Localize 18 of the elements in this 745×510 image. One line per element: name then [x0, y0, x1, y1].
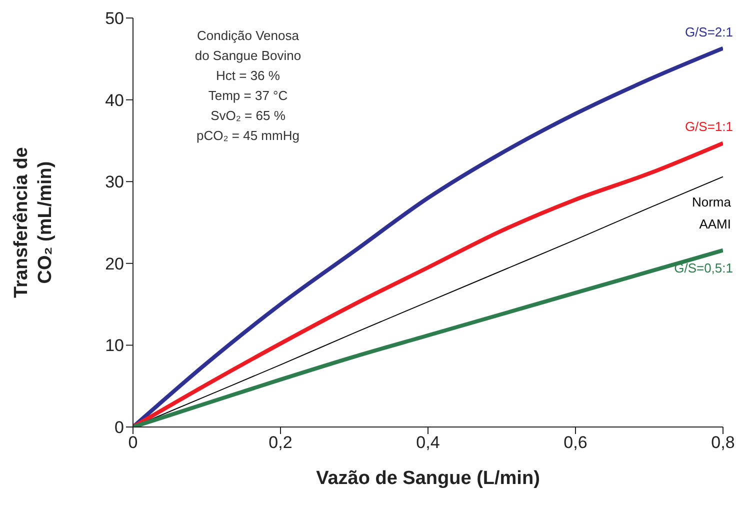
x-tick-label: 0,4 — [416, 433, 440, 452]
y-tick-label: 0 — [114, 418, 124, 438]
x-axis-title: Vazão de Sangue (L/min) — [316, 468, 540, 489]
series-label: G/S=2:1 — [684, 24, 733, 40]
y-tick-label: 30 — [105, 172, 124, 192]
y-tick-label: 10 — [105, 336, 124, 356]
series-label: G/S=0,5:1 — [674, 260, 733, 276]
annotation: Condição Venosa do Sangue Bovino Hct = 36 % Temp = 37 °C SvO₂ = 65 % pCO₂ = 45 mmHg — [194, 28, 302, 143]
x-tick-label: 0 — [128, 433, 138, 452]
series-label: Norma AAMI — [692, 194, 732, 232]
x-tick-label: 0,6 — [564, 433, 588, 452]
series-label: G/S=1:1 — [684, 119, 733, 134]
y-tick-label: 20 — [105, 254, 124, 274]
y-tick-label: 40 — [105, 90, 124, 110]
y-axis-title: Transferência de CO₂ (mL/min) — [11, 146, 56, 298]
x-tick-label: 0,8 — [711, 433, 735, 452]
x-tick-label: 0,2 — [268, 433, 292, 452]
y-tick-label: 50 — [105, 9, 124, 28]
